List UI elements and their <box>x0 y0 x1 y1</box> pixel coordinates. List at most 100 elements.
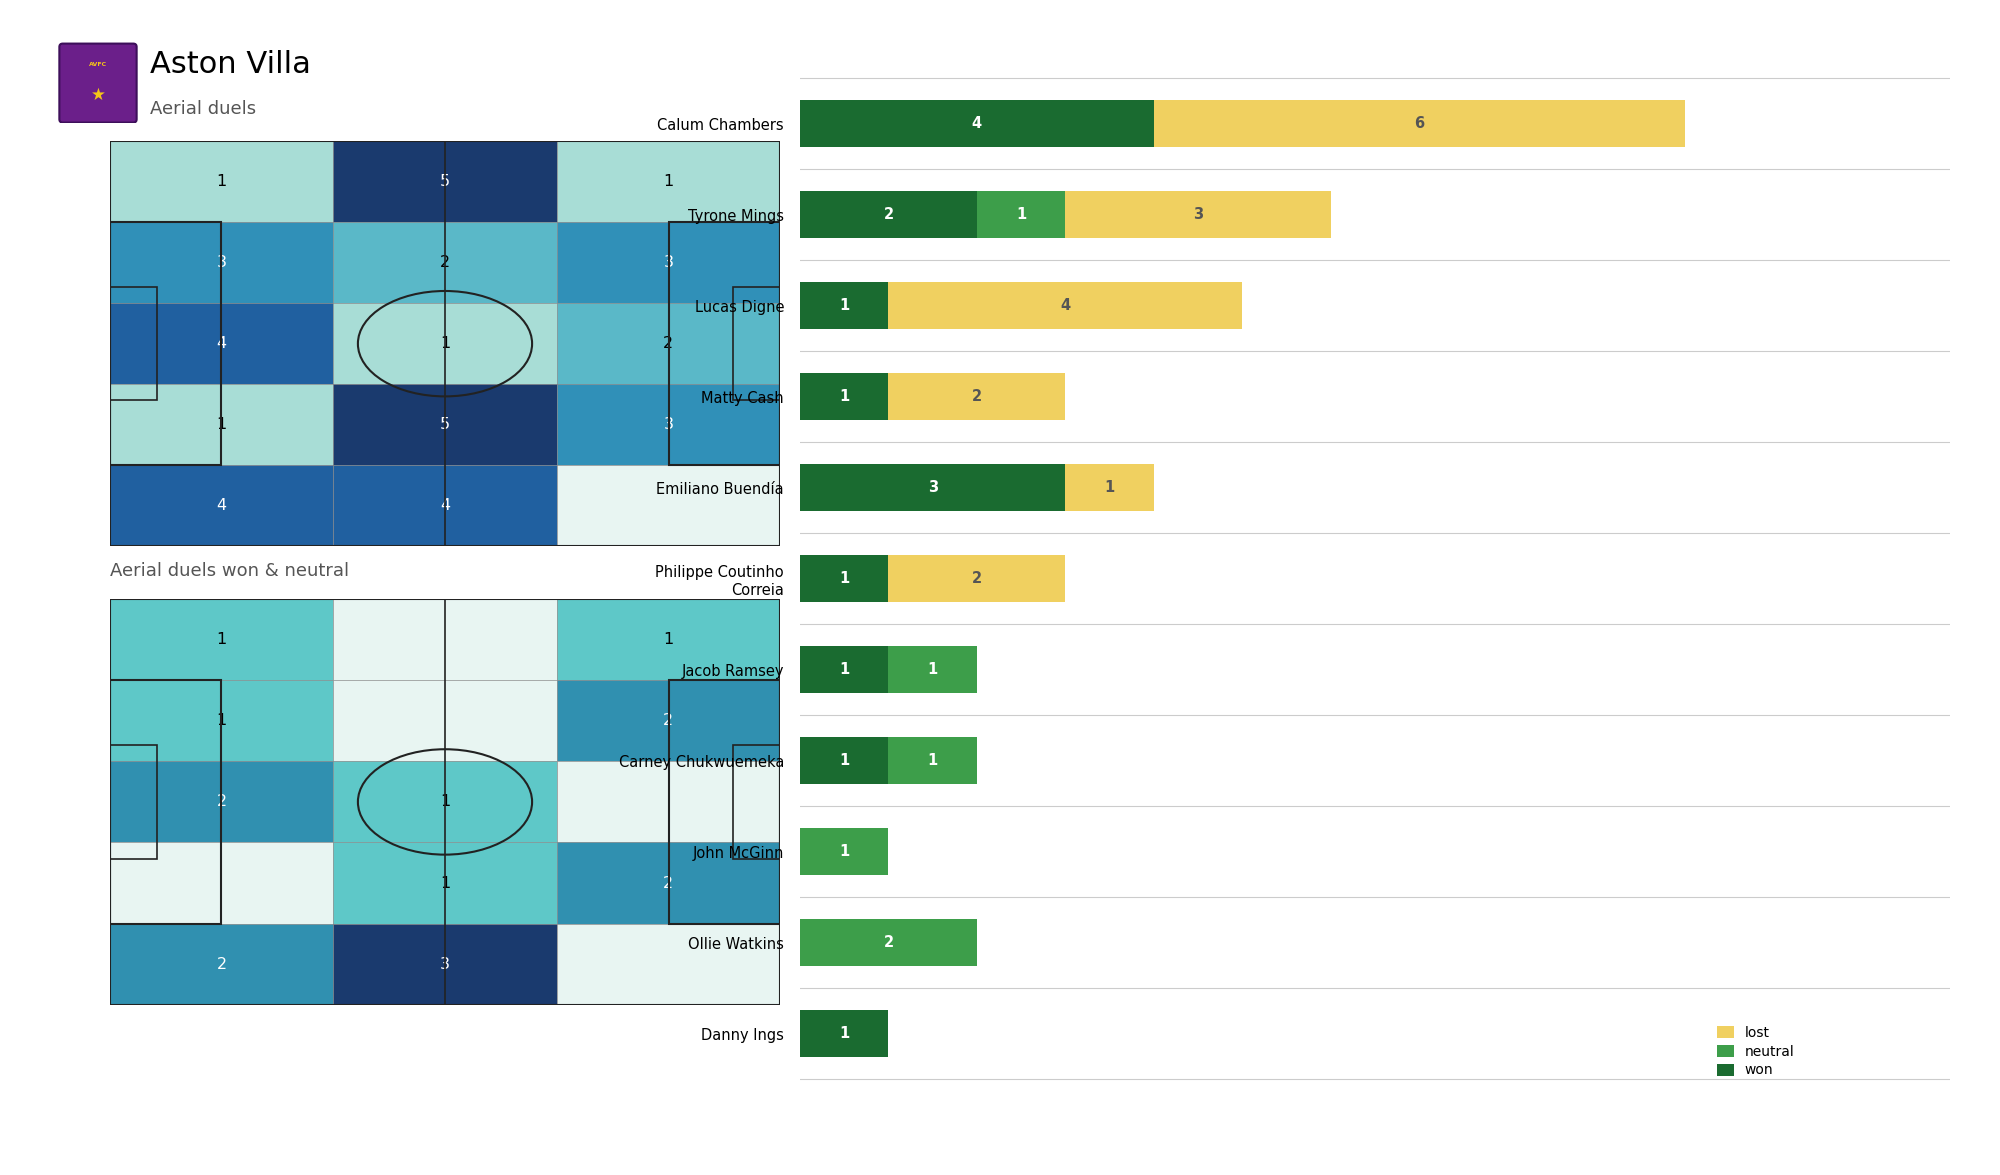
Bar <box>110 287 156 401</box>
Text: 4: 4 <box>1060 298 1070 314</box>
Text: 3: 3 <box>928 481 938 495</box>
Bar <box>334 141 556 222</box>
Text: 1: 1 <box>440 794 450 810</box>
Text: 3: 3 <box>664 255 674 270</box>
Bar <box>800 828 888 875</box>
Text: 2: 2 <box>884 207 894 222</box>
Text: 2: 2 <box>664 875 674 891</box>
Text: 1: 1 <box>840 389 850 404</box>
Bar <box>800 737 888 785</box>
Bar <box>556 599 780 680</box>
Bar <box>556 761 780 842</box>
Bar <box>110 222 220 465</box>
Bar <box>110 599 334 680</box>
Text: 4: 4 <box>972 116 982 132</box>
Bar <box>334 680 556 761</box>
Text: Aerial duels: Aerial duels <box>150 100 256 118</box>
Bar <box>110 761 334 842</box>
Bar <box>556 924 780 1005</box>
Bar <box>556 141 780 222</box>
Text: 3: 3 <box>216 255 226 270</box>
Text: 1: 1 <box>840 571 850 586</box>
Text: 1: 1 <box>840 753 850 768</box>
Bar <box>334 761 556 842</box>
Bar <box>888 282 1242 329</box>
Bar <box>670 680 780 924</box>
Bar <box>800 192 976 239</box>
Text: 1: 1 <box>216 632 226 647</box>
Text: 4: 4 <box>216 336 226 351</box>
Bar <box>334 222 556 303</box>
Bar <box>556 465 780 546</box>
Text: 3: 3 <box>1194 207 1204 222</box>
Text: 4: 4 <box>216 498 226 513</box>
Text: 1: 1 <box>840 1026 850 1041</box>
Text: 1: 1 <box>216 174 226 189</box>
Text: 2: 2 <box>216 956 226 972</box>
Bar <box>1066 464 1154 511</box>
Bar <box>976 192 1066 239</box>
Text: 5: 5 <box>440 174 450 189</box>
Bar <box>110 680 334 761</box>
Text: 2: 2 <box>664 713 674 728</box>
Bar <box>110 465 334 546</box>
Text: 2: 2 <box>664 336 674 351</box>
Text: 1: 1 <box>1016 207 1026 222</box>
Bar <box>888 737 976 785</box>
Text: ★: ★ <box>90 86 106 103</box>
Bar <box>334 599 556 680</box>
Bar <box>800 1010 888 1058</box>
Bar <box>110 680 220 924</box>
Bar <box>800 100 1154 147</box>
Bar <box>110 745 156 859</box>
Text: 1: 1 <box>440 875 450 891</box>
Bar <box>556 842 780 924</box>
Bar <box>800 646 888 693</box>
Text: 1: 1 <box>664 174 674 189</box>
Text: Aston Villa: Aston Villa <box>150 49 310 79</box>
Bar <box>110 303 334 384</box>
Text: 2: 2 <box>972 571 982 586</box>
Bar <box>334 842 556 924</box>
Bar <box>556 222 780 303</box>
Text: AVFC: AVFC <box>88 61 108 67</box>
Text: 2: 2 <box>884 935 894 951</box>
Text: 1: 1 <box>1104 481 1114 495</box>
Text: 1: 1 <box>440 336 450 351</box>
Text: 6: 6 <box>1414 116 1424 132</box>
Bar <box>888 646 976 693</box>
Text: 5: 5 <box>440 417 450 432</box>
Bar <box>334 924 556 1005</box>
Bar <box>800 464 1066 511</box>
Text: 1: 1 <box>216 417 226 432</box>
Text: 1: 1 <box>928 753 938 768</box>
Text: 1: 1 <box>216 713 226 728</box>
Text: 1: 1 <box>840 844 850 859</box>
Bar <box>110 141 334 222</box>
Bar <box>888 555 1066 603</box>
Text: 4: 4 <box>440 498 450 513</box>
Legend: lost, neutral, won: lost, neutral, won <box>1716 1026 1794 1077</box>
Bar <box>800 919 976 966</box>
Bar <box>110 924 334 1005</box>
Text: 3: 3 <box>664 417 674 432</box>
Bar <box>110 384 334 465</box>
Bar <box>734 745 780 859</box>
Text: 3: 3 <box>440 956 450 972</box>
Bar <box>1066 192 1330 239</box>
Text: 1: 1 <box>840 663 850 677</box>
Bar <box>888 374 1066 421</box>
Bar <box>800 555 888 603</box>
Bar <box>110 842 334 924</box>
Bar <box>1154 100 1684 147</box>
Bar <box>734 287 780 401</box>
Bar <box>556 303 780 384</box>
Bar <box>556 680 780 761</box>
Bar <box>110 222 334 303</box>
Text: 2: 2 <box>216 794 226 810</box>
Text: 1: 1 <box>928 663 938 677</box>
Bar <box>800 374 888 421</box>
FancyBboxPatch shape <box>60 43 136 122</box>
Text: 2: 2 <box>440 255 450 270</box>
Text: 2: 2 <box>972 389 982 404</box>
